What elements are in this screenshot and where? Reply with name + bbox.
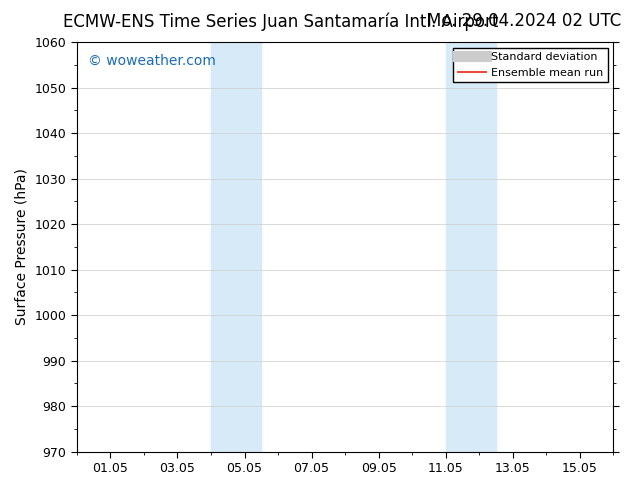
- Bar: [446, 42, 496, 452]
- Text: ECMW-ENS Time Series Juan Santamaría Intl. Airport: ECMW-ENS Time Series Juan Santamaría Int…: [63, 12, 499, 31]
- Text: © woweather.com: © woweather.com: [87, 54, 216, 68]
- Legend: Standard deviation, Ensemble mean run: Standard deviation, Ensemble mean run: [453, 48, 608, 82]
- Bar: [211, 42, 261, 452]
- Text: Mo. 29.04.2024 02 UTC: Mo. 29.04.2024 02 UTC: [427, 12, 621, 30]
- Y-axis label: Surface Pressure (hPa): Surface Pressure (hPa): [15, 169, 29, 325]
